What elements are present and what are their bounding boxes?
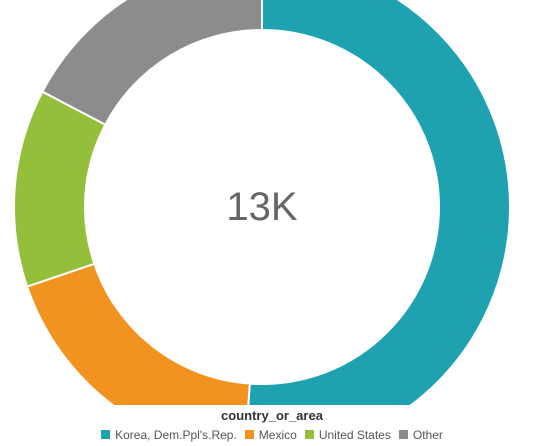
legend-label: United States bbox=[318, 428, 391, 442]
donut-slice-korea-dem-ppl-s-rep[interactable] bbox=[245, 0, 511, 405]
legend-label: Korea, Dem.Ppl's.Rep. bbox=[115, 428, 237, 442]
legend-item[interactable]: United States bbox=[304, 428, 391, 442]
legend-title: country_or_area bbox=[221, 408, 323, 423]
legend-item[interactable]: Other bbox=[398, 428, 443, 442]
legend-swatch bbox=[101, 430, 111, 439]
donut-chart-svg: 13K bbox=[13, 0, 511, 405]
legend-swatch bbox=[304, 430, 314, 439]
donut-slice-mexico[interactable] bbox=[25, 262, 251, 405]
legend-item[interactable]: Korea, Dem.Ppl's.Rep. bbox=[101, 428, 237, 442]
legend-items: Korea, Dem.Ppl's.Rep. Mexico United States… bbox=[0, 428, 544, 442]
legend-label: Mexico bbox=[258, 428, 297, 442]
legend: country_or_area Korea, Dem.Ppl's.Rep. Mex… bbox=[0, 408, 544, 442]
legend-swatch bbox=[398, 430, 408, 439]
center-total-label: 13K bbox=[226, 185, 297, 229]
donut-slices bbox=[13, 0, 511, 405]
donut-slice-other[interactable] bbox=[41, 0, 263, 127]
donut-slice-united-states[interactable] bbox=[13, 90, 107, 288]
legend-item[interactable]: Mexico bbox=[244, 428, 297, 442]
legend-swatch bbox=[244, 430, 254, 439]
legend-label: Other bbox=[412, 428, 443, 442]
